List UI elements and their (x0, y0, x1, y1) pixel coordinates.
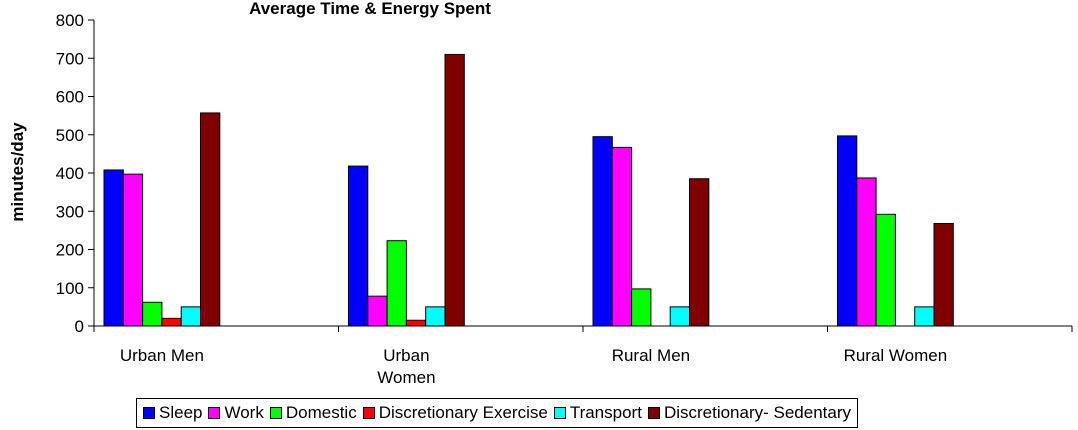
bar-work-rural-men (611, 146, 633, 327)
legend-label: Domestic (285, 403, 357, 422)
legend-swatch (269, 407, 282, 419)
y-tick-label: 400 (56, 164, 84, 183)
bar-discretionary-exercise-urban-women (405, 319, 427, 327)
legend-swatch (208, 407, 221, 419)
legend-label: Work (224, 403, 264, 422)
bar-transport-urban-women (425, 306, 446, 327)
bar-discretionary-sedentary-urban-women (444, 53, 465, 327)
bar-work-urban-men (122, 173, 144, 327)
chart-title: Average Time & Energy Spent (249, 0, 491, 18)
legend-item-transport: Transport (553, 403, 642, 423)
legend-label: Discretionary- Sedentary (663, 403, 852, 422)
bars-group (103, 53, 954, 327)
legend-swatch (362, 407, 375, 419)
legend-label: Discretionary Exercise (378, 403, 548, 422)
bar-sleep-rural-women (837, 135, 858, 327)
y-tick-label: 600 (56, 88, 84, 107)
bar-transport-rural-women (914, 306, 935, 327)
legend-item-work: Work (208, 403, 264, 423)
legend-swatch (647, 407, 660, 419)
legend-swatch (143, 407, 155, 419)
legend: Sleep Work Domestic Discretionary Exercise T… (136, 398, 859, 428)
bar-domestic-urban-women (386, 240, 407, 327)
x-tick-label: Rural Women (844, 346, 948, 365)
legend-item-sleep: Sleep (143, 403, 202, 423)
legend-swatch (553, 407, 566, 419)
bar-sleep-rural-men (592, 136, 613, 327)
bar-sleep-urban-men (103, 169, 124, 327)
bar-domestic-rural-women (875, 213, 896, 327)
x-tick-label: Rural Men (612, 346, 690, 365)
legend-item-domestic: Domestic (269, 403, 357, 423)
y-axis-label: minutes/day (8, 122, 27, 222)
bar-transport-rural-men (669, 306, 691, 327)
axes-group: 0 100 200 300 400 500 600 700 800 Urban Men Urban W… (56, 11, 1073, 387)
y-tick-label: 100 (56, 279, 84, 298)
x-tick-label: Urban Men (120, 346, 204, 365)
bar-domestic-urban-men (142, 301, 163, 327)
y-tick-label: 700 (56, 49, 84, 68)
legend-item-discretionary-sedentary: Discretionary- Sedentary (647, 403, 852, 423)
y-tick-label: 500 (56, 126, 84, 145)
bar-sleep-urban-women (348, 165, 369, 327)
bar-work-rural-women (856, 177, 877, 327)
bar-chart: Average Time & Energy Spent 0 100 200 300 40… (8, 0, 1073, 387)
bar-discretionary-sedentary-urban-men (200, 112, 221, 327)
y-tick-label: 300 (56, 202, 84, 221)
bar-discretionary-sedentary-rural-women (933, 222, 954, 327)
bar-transport-urban-men (180, 306, 201, 327)
bar-domestic-rural-men (631, 288, 652, 327)
y-tick-label: 800 (56, 11, 84, 30)
legend-item-discretionary-exercise: Discretionary Exercise (362, 403, 548, 423)
bar-discretionary-sedentary-rural-men (689, 178, 710, 327)
bar-discretionary-exercise-urban-men (161, 317, 182, 327)
bar-work-urban-women (367, 295, 388, 327)
x-tick-label: Urban Women (377, 346, 435, 387)
y-tick-label: 200 (56, 241, 84, 260)
y-tick-label: 0 (75, 317, 84, 336)
legend-label: Sleep (159, 403, 203, 422)
legend-label: Transport (569, 403, 642, 422)
